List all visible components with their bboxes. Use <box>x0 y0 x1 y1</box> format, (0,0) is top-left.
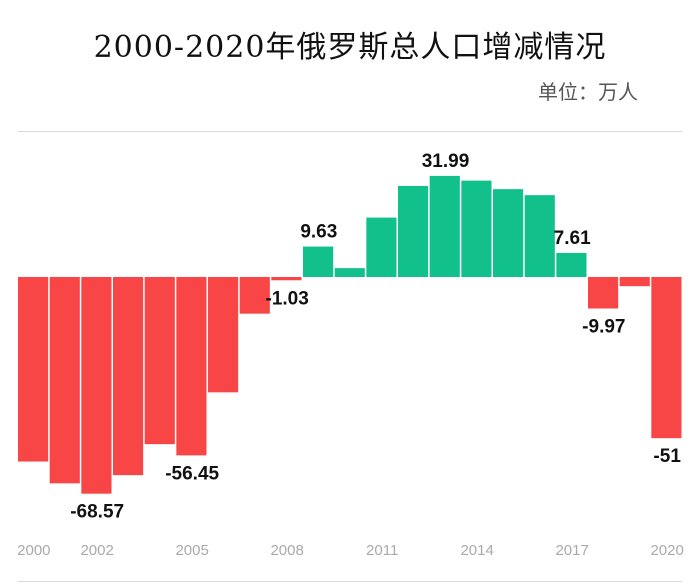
x-tick-2000: 2000 <box>17 542 50 559</box>
chart-title: 2000-2020年俄罗斯总人口增减情况 <box>93 30 607 65</box>
bar-2012 <box>398 185 429 277</box>
bar-2006 <box>208 277 239 393</box>
bar-2002 <box>81 277 112 494</box>
bar-2004 <box>144 277 175 445</box>
bar-2008 <box>271 277 302 281</box>
bar-2014 <box>461 180 492 277</box>
x-tick-2020: 2020 <box>650 542 683 559</box>
data-label-2018: -9.97 <box>582 317 625 338</box>
x-tick-2011: 2011 <box>366 542 398 559</box>
x-tick-2017: 2017 <box>555 542 588 559</box>
x-tick-2002: 2002 <box>80 542 113 559</box>
bar-2010 <box>334 268 365 277</box>
bar-2016 <box>524 195 555 277</box>
data-labels-group: -68.57 -56.45 -1.03 9.63 31.99 7.61 -9.97 -51 <box>70 151 681 523</box>
bar-2019 <box>619 277 650 287</box>
unit-label: 单位：万人 <box>538 80 638 104</box>
data-label-2002: -68.57 <box>70 502 124 523</box>
bar-2009 <box>303 246 334 277</box>
x-tick-2005: 2005 <box>175 542 208 559</box>
x-ticks-group: 2000 2002 2005 2008 2011 2014 2017 2020 <box>17 542 684 559</box>
x-tick-2008: 2008 <box>270 542 303 559</box>
bar-2001 <box>49 277 80 484</box>
bar-2015 <box>493 189 524 277</box>
bar-2011 <box>366 217 397 277</box>
bar-2003 <box>113 277 144 476</box>
top-divider <box>18 131 682 132</box>
bottom-divider <box>18 581 682 582</box>
bar-2005 <box>176 277 207 456</box>
data-label-2017: 7.61 <box>554 228 591 249</box>
bar-2018 <box>588 277 619 309</box>
data-label-2008: -1.03 <box>266 288 309 309</box>
data-label-2020: -51 <box>653 446 681 467</box>
bar-2017 <box>556 252 587 277</box>
bars-group <box>18 175 682 494</box>
x-tick-2014: 2014 <box>460 542 493 559</box>
bar-2020 <box>651 277 682 439</box>
data-label-2005: -56.45 <box>165 463 219 484</box>
bar-2000 <box>18 277 49 462</box>
bar-2007 <box>239 277 270 314</box>
data-label-2009: 9.63 <box>300 222 337 243</box>
data-label-2013: 31.99 <box>422 151 470 172</box>
bar-2013 <box>429 175 460 277</box>
